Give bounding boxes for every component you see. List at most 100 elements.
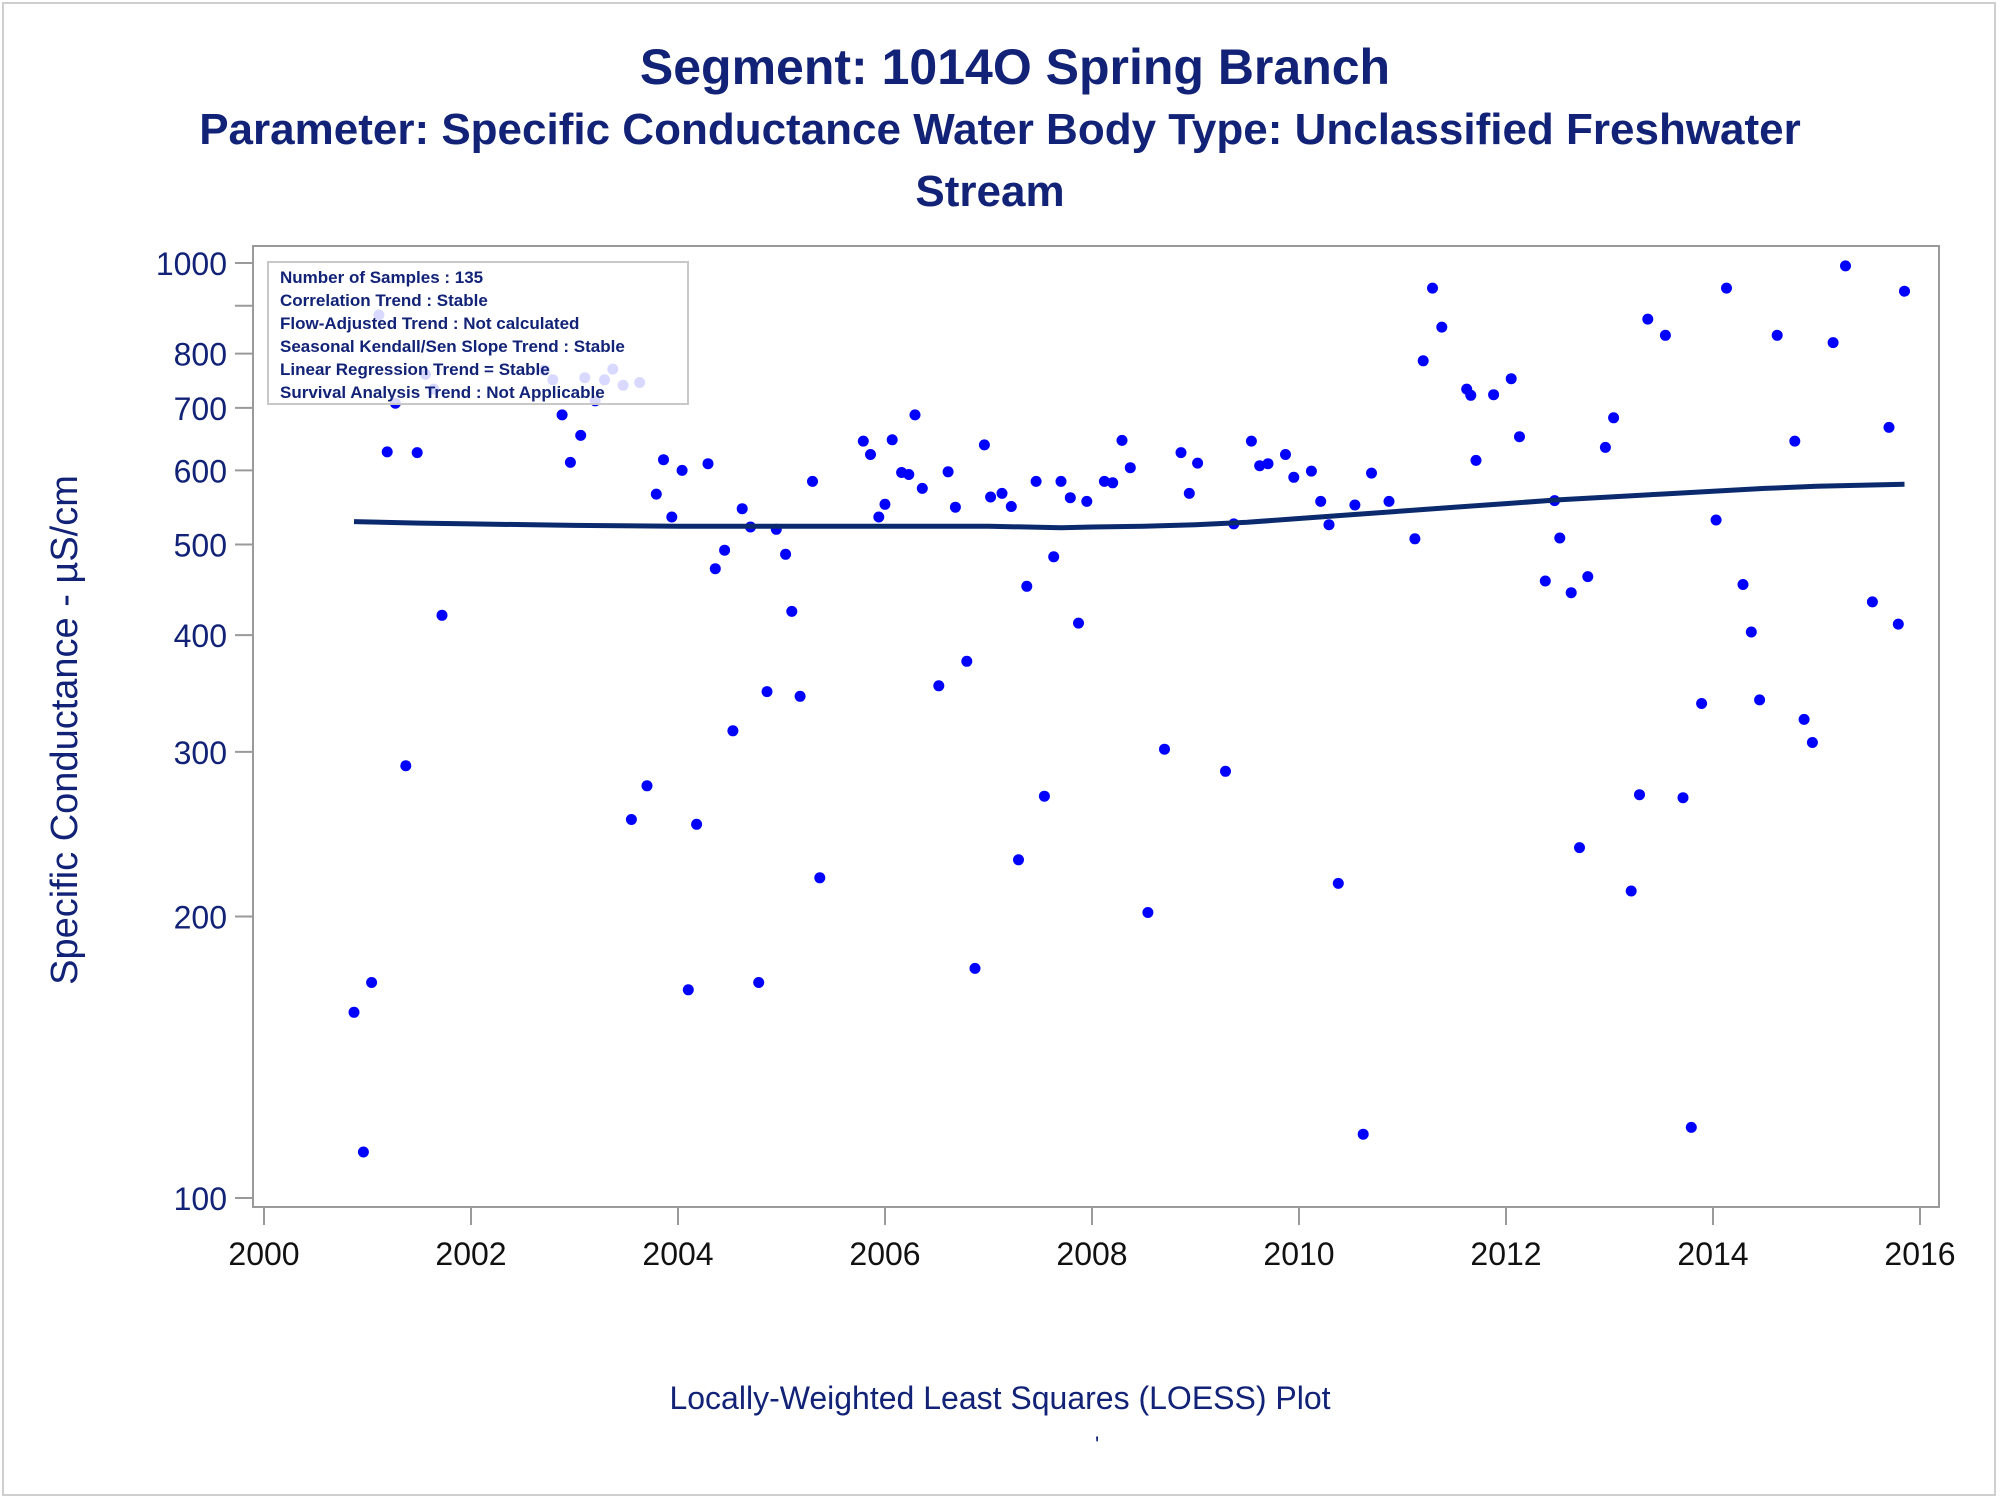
data-point [1098,475,1110,487]
data-point [807,475,818,487]
data-point [1840,260,1851,272]
data-point [916,482,928,494]
stats-box-line: Flow-Adjusted Trend : Not calculated [280,314,579,333]
data-point [702,458,714,470]
data-point [1159,743,1170,755]
data-point [709,563,721,575]
data-point [1332,877,1344,889]
data-point [1883,421,1895,433]
stats-box-line: Survival Analysis Trend : Not Applicable [280,383,605,402]
y-tick-label: 400 [174,618,227,654]
data-point [676,464,688,476]
y-tick-label: 700 [174,391,227,427]
data-point [1771,329,1783,341]
stats-box-line: Number of Samples : 135 [280,268,483,287]
data-points [348,260,1910,1158]
x-axis: 2000 2002 2004 2006 2008 2010 2012 2014 2016 [228,1207,1956,1272]
data-point [873,511,885,523]
data-point [1745,626,1757,638]
data-point [1323,519,1335,531]
data-point [357,1146,369,1158]
data-point [1349,499,1361,511]
plot-area [252,245,1940,1208]
data-point [366,977,378,988]
x-tick-label: 2006 [849,1236,920,1272]
data-point [691,818,703,830]
data-point [1175,447,1187,459]
data-point [1677,792,1689,804]
y-tick-label: 1000 [156,246,227,282]
y-axis-label: Specific Conductance - µS/cm [44,475,86,985]
data-point [753,977,765,988]
data-point [1599,441,1611,453]
data-point [1465,389,1477,401]
data-point [736,503,748,515]
data-point [1754,694,1766,706]
data-point [1427,282,1438,294]
data-point [1288,471,1300,483]
data-point [1280,449,1291,460]
data-point [996,487,1008,499]
data-point [961,655,973,667]
data-point [411,447,423,459]
data-point [969,962,981,974]
stats-box-line: Seasonal Kendall/Sen Slope Trend : Stabl… [280,337,625,356]
data-point [865,449,876,460]
data-point [761,686,773,698]
data-point [1806,737,1818,748]
data-point [1417,355,1429,367]
data-point [1642,313,1654,325]
data-point [942,466,954,478]
y-axis: 100 200 300 400 500 600 700 800 1000 [156,246,253,1217]
data-point [658,454,669,466]
data-point [1383,495,1395,507]
data-point [909,409,921,421]
data-point [381,446,393,458]
stats-box-frame [267,261,689,405]
data-point [1789,435,1801,447]
data-point [1073,617,1084,629]
data-point [666,511,678,523]
data-point [641,780,653,792]
data-point [625,814,637,825]
chart-subtitle-line-2: Stream [915,167,1065,216]
y-tick-label: 800 [174,337,227,373]
stats-box-line: Linear Regression Trend = Stable [280,360,550,379]
data-point [1737,579,1749,590]
data-point [1245,435,1257,447]
data-point [1055,475,1067,487]
y-tick-label: 200 [174,900,227,936]
data-point [1142,907,1154,918]
data-point [978,439,990,451]
y-tick-label: 100 [174,1181,227,1217]
data-point [1124,462,1136,474]
data-point [1107,477,1119,489]
y-tick-label: 600 [174,453,227,489]
data-point [786,605,798,617]
loess-line [353,481,1905,531]
data-point [1436,321,1448,333]
data-point [682,984,694,996]
data-point [1565,587,1577,599]
data-point [650,488,662,500]
data-point [1013,854,1024,866]
data-point [1254,460,1266,472]
y-tick-label: 300 [174,735,227,771]
x-tick-label: 2004 [642,1236,713,1272]
data-point [1048,551,1060,563]
stats-box: Number of Samples : 135 Correlation Trend… [267,261,689,405]
footnote-mark: ' [1095,1432,1100,1457]
data-point [719,544,731,556]
data-point [1696,698,1708,709]
data-point [1305,465,1317,477]
chart-title: Segment: 1014O Spring Branch [639,39,1391,95]
data-point [1262,458,1274,470]
data-point [1409,533,1421,545]
data-point [1582,571,1594,583]
data-point [1574,842,1585,854]
plot-border [252,245,1940,1208]
data-point [564,456,576,468]
data-point [1488,389,1500,401]
